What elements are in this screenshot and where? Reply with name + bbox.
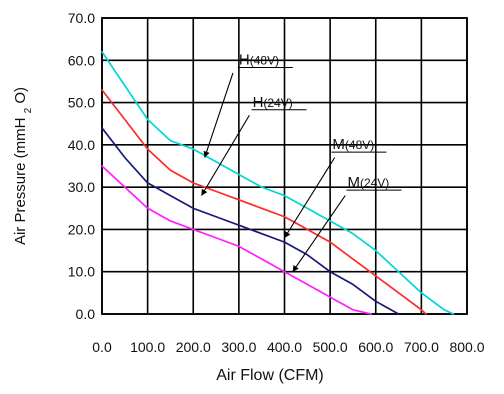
annotation-label-0: H(48V) xyxy=(239,52,279,69)
annotation-label-main-0: H xyxy=(239,52,250,69)
annotations: H(48V)H(24V)M(48V)M(24V) xyxy=(200,52,402,273)
annotation-arrow-0 xyxy=(203,150,210,158)
x-tick-label-4: 400.0 xyxy=(267,339,302,355)
annotation-label-1: H(24V) xyxy=(253,94,293,111)
series-line-3 xyxy=(101,165,373,315)
tick-labels: 0.0 100.0 200.0 300.0 400.0 500.0 600.0 700.0 80… xyxy=(68,10,485,355)
annotation-label-main-1: H xyxy=(253,94,264,111)
x-tick-label-1: 100.0 xyxy=(130,339,165,355)
series-line-1 xyxy=(101,89,427,315)
y-tick-label-0: 0.0 xyxy=(76,306,96,322)
y-axis-label: Air Pressure (mmH 2 O) xyxy=(12,87,34,245)
series-line-2 xyxy=(101,127,400,315)
y-tick-label-2: 20.0 xyxy=(68,221,95,237)
series-lines xyxy=(101,50,455,315)
y-axis-label-main: Air Pressure (mmH xyxy=(12,118,29,246)
x-tick-label-8: 800.0 xyxy=(449,339,484,355)
annotation-arrow-2 xyxy=(284,231,291,238)
y-tick-label-7: 70.0 xyxy=(68,10,95,26)
x-tick-label-6: 600.0 xyxy=(358,339,393,355)
annotation-leader-2 xyxy=(284,157,336,239)
x-axis-label: Air Flow (CFM) xyxy=(216,367,324,384)
y-tick-label-4: 40.0 xyxy=(68,137,95,153)
y-tick-label-5: 50.0 xyxy=(68,95,95,111)
annotation-label-suffix-2: (48V) xyxy=(345,138,374,152)
annotation-label-suffix-1: (24V) xyxy=(263,96,292,110)
annotation-leader-3 xyxy=(292,195,346,273)
x-tick-label-0: 0.0 xyxy=(92,339,112,355)
annotation-label-2: M(48V) xyxy=(332,136,374,153)
annotation-label-suffix-3: (24V) xyxy=(360,176,389,190)
y-axis-label-subscript: 2 xyxy=(23,107,34,113)
y-axis-label-end: O) xyxy=(12,87,29,104)
x-tick-label-5: 500.0 xyxy=(313,339,348,355)
annotation-arrow-3 xyxy=(292,264,299,272)
x-tick-label-7: 700.0 xyxy=(404,339,439,355)
annotation-label-main-2: M xyxy=(332,136,345,153)
grid xyxy=(101,17,468,315)
x-tick-label-2: 200.0 xyxy=(176,339,211,355)
annotation-leader-0 xyxy=(204,72,234,158)
annotation-label-suffix-0: (48V) xyxy=(250,54,279,68)
x-tick-label-3: 300.0 xyxy=(221,339,256,355)
y-tick-label-3: 30.0 xyxy=(68,179,95,195)
y-tick-label-6: 60.0 xyxy=(68,52,95,68)
annotation-label-main-3: M xyxy=(347,174,360,191)
annotation-leader-1 xyxy=(200,114,250,196)
series-line-0 xyxy=(101,50,455,315)
y-tick-label-1: 10.0 xyxy=(68,264,95,280)
annotation-label-3: M(24V) xyxy=(347,174,389,191)
annotation-arrow-1 xyxy=(201,188,208,196)
